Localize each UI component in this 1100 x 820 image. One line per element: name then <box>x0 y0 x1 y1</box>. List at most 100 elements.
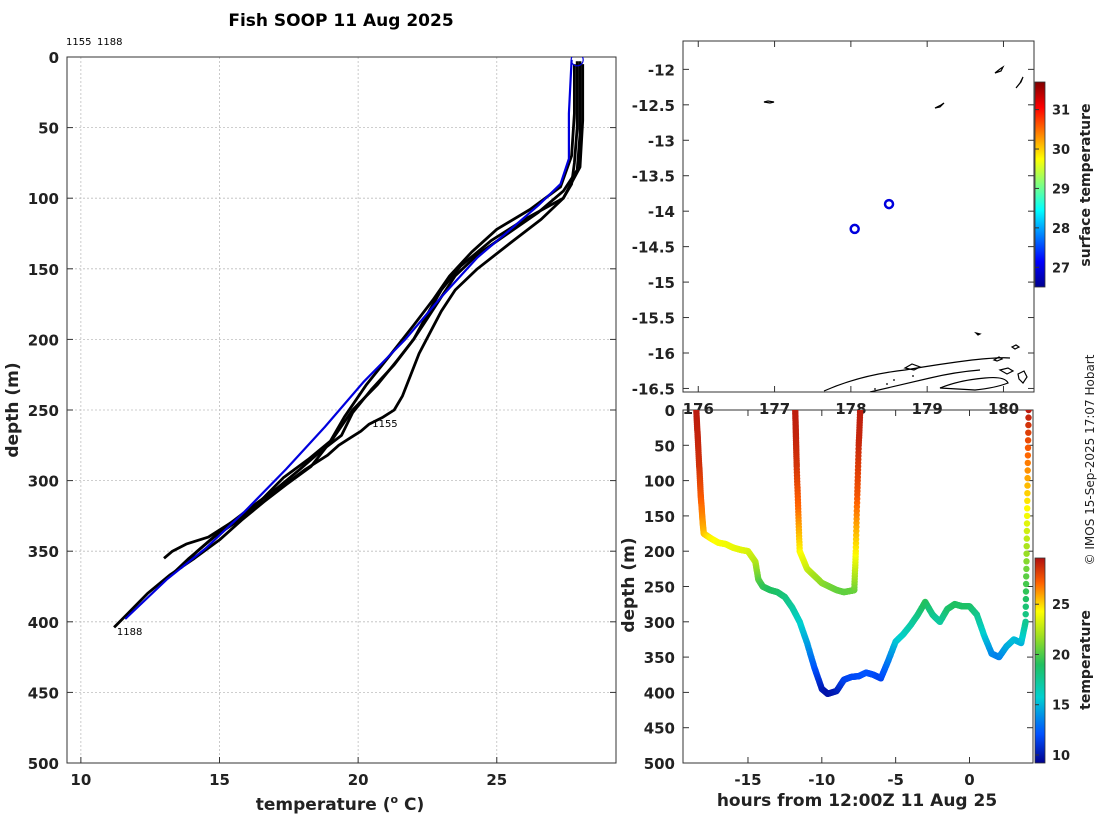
section-point <box>1024 497 1031 504</box>
section-point <box>1025 414 1032 421</box>
section-points <box>693 410 1032 697</box>
surface-colorbar-ticks: 27 28 29 30 31 <box>1035 104 1070 276</box>
sec-ytick-150: 150 <box>644 508 675 526</box>
main-y-axis-label: depth (m) <box>3 362 23 457</box>
header-label-1155: 1155 <box>66 37 91 48</box>
section-point <box>1023 520 1031 527</box>
section-point <box>1025 429 1032 436</box>
profile-label-1188: 1188 <box>117 627 142 638</box>
section-point <box>1024 452 1032 459</box>
temp-cb-tick-15: 15 <box>1052 699 1070 714</box>
main-xtick-15: 15 <box>209 771 230 789</box>
main-ytick-450: 450 <box>28 684 59 702</box>
coast-island-4 <box>934 102 945 109</box>
map-ytick-label: -14.5 <box>632 239 675 257</box>
map-xtick-label: 179 <box>912 400 943 418</box>
map-ytick-label: -14 <box>648 203 675 221</box>
temp-cb-tick-25: 25 <box>1052 598 1070 613</box>
section-point <box>1025 410 1032 414</box>
sec-ytick-500: 500 <box>644 755 675 773</box>
figure-title: Fish SOOP 11 Aug 2025 <box>228 11 453 31</box>
surface-cb-tick-31: 31 <box>1052 104 1070 119</box>
main-ytick-250: 250 <box>28 402 59 420</box>
main-ytick-0: 0 <box>49 49 59 67</box>
map-coastlines <box>763 65 1028 392</box>
surface-cb-tick-27: 27 <box>1052 261 1070 276</box>
section-point <box>857 410 864 414</box>
coast-island-3 <box>763 100 775 104</box>
coast-island-6 <box>1010 344 1021 350</box>
sec-xtick--15: -15 <box>734 771 761 789</box>
section-point <box>1024 482 1031 489</box>
section-point <box>1022 618 1029 625</box>
coast-island-7 <box>903 363 922 371</box>
temperature-colorbar-label: temperature <box>1078 610 1094 710</box>
xlabel-superscript: o <box>391 793 399 806</box>
section-point <box>1023 505 1031 512</box>
section-point <box>1023 512 1031 520</box>
coast-island-2 <box>1015 76 1024 89</box>
coast-line-2 <box>869 369 981 392</box>
map-ytick-label: -13.5 <box>632 168 675 186</box>
main-xtick-25: 25 <box>486 771 507 789</box>
surface-cb-tick-30: 30 <box>1052 143 1070 158</box>
credit-text: © IMOS 15-Sep-2025 17:07 Hobart <box>1083 354 1097 565</box>
sec-ytick-450: 450 <box>644 720 675 738</box>
section-x-axis-label: hours from 12:00Z 11 Aug 25 <box>717 791 997 811</box>
map-point-1 <box>883 198 895 210</box>
main-ytick-100: 100 <box>28 190 59 208</box>
mean-profile-line <box>124 59 573 620</box>
temp-cb-tick-10: 10 <box>1052 749 1070 764</box>
main-xtick-10: 10 <box>70 771 91 789</box>
surface-cb-tick-28: 28 <box>1052 222 1070 237</box>
coast-island-5 <box>974 331 982 336</box>
header-label-1188: 1188 <box>97 37 122 48</box>
temp-cb-tick-20: 20 <box>1052 648 1070 663</box>
section-point <box>1024 444 1032 451</box>
surface-marker <box>570 57 584 67</box>
section-point <box>1024 467 1031 474</box>
surface-colorbar-label: surface temperature <box>1078 103 1094 266</box>
coast-line-1 <box>823 357 1011 392</box>
map-xtick-label: 180 <box>988 400 1019 418</box>
map-axis-ticks: -12 -12.5 -13 -13.5 -14 -14.5 -15 -15.5 -16 -16.5… <box>632 41 1034 418</box>
map-xtick-label: 176 <box>683 400 714 418</box>
profile-line-profile-3 <box>168 64 576 578</box>
sec-xtick-0: 0 <box>964 771 974 789</box>
surface-temperature-colorbar <box>1034 81 1046 288</box>
map-ytick-label: -12 <box>648 61 675 79</box>
sec-ytick-200: 200 <box>644 543 675 561</box>
main-ytick-500: 500 <box>28 755 59 773</box>
sec-ytick-250: 250 <box>644 579 675 597</box>
xlabel-end: C) <box>398 795 424 815</box>
section-point <box>1023 543 1030 550</box>
main-ytick-150: 150 <box>28 261 59 279</box>
section-point <box>1023 535 1030 542</box>
section-point <box>1023 565 1030 573</box>
section-point <box>1023 558 1030 565</box>
section-axis-ticks: 0 50 100 150 200 250 300 350 400 450 500 -15 -10 -5 0 <box>644 402 1033 789</box>
map-ytick-label: -15.5 <box>632 310 675 328</box>
coast-island-9 <box>1017 370 1028 384</box>
section-point <box>1023 550 1030 557</box>
map-frame <box>682 40 1035 393</box>
profile-line-profile-4 <box>179 64 585 570</box>
map-point-0 <box>849 223 860 235</box>
section-point <box>1024 474 1031 482</box>
profile-lines <box>113 57 585 629</box>
section-point <box>1022 595 1030 603</box>
map-xtick-label: 177 <box>759 400 790 418</box>
xlabel-main: temperature ( <box>256 795 391 815</box>
section-point <box>1025 421 1032 429</box>
sec-ytick-0: 0 <box>665 402 675 420</box>
main-plot-frame <box>66 56 617 764</box>
profile-label-1155: 1155 <box>372 419 397 430</box>
main-ytick-300: 300 <box>28 473 59 491</box>
coast-island-8 <box>998 367 1015 375</box>
surface-temperature-map: -12 -12.5 -13 -13.5 -14 -14.5 -15 -15.5 -16 -16.5… <box>632 40 1094 418</box>
map-ytick-label: -12.5 <box>632 97 675 115</box>
map-surface-points <box>849 198 895 235</box>
main-ytick-200: 200 <box>28 331 59 349</box>
coast-island-1 <box>994 65 1005 74</box>
